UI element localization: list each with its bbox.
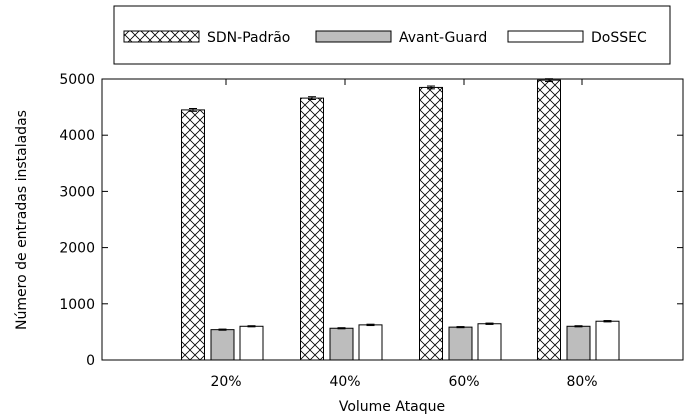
- x-axis: 20% 40% 60% 80%: [210, 79, 598, 390]
- plot-frame: [101, 78, 684, 361]
- y-tick-label: 0: [86, 353, 95, 369]
- x-tick-label: 80%: [566, 374, 597, 390]
- x-axis-label: Volume Ataque: [339, 399, 445, 415]
- bar-1: [210, 329, 235, 361]
- bar-2: [477, 323, 502, 361]
- x-tick-label: 20%: [210, 374, 241, 390]
- legend: SDN-Padrão Avant-Guard DoSSEC: [113, 5, 671, 65]
- legend-swatch-2: [507, 30, 584, 43]
- legend-label: SDN-Padrão: [207, 30, 290, 46]
- bar-0: [181, 109, 205, 361]
- y-tick-label: 1000: [59, 297, 95, 313]
- y-axis: 0 1000 2000 3000 4000 5000: [59, 72, 683, 369]
- bar-2: [358, 324, 383, 361]
- bar-2: [239, 325, 264, 361]
- bar-1: [329, 327, 354, 361]
- bar-2: [595, 320, 620, 361]
- y-axis-label: Número de entradas instaladas: [14, 110, 30, 330]
- bar-1: [448, 326, 473, 361]
- y-tick-label: 4000: [59, 128, 95, 144]
- y-tick-label: 2000: [59, 241, 95, 257]
- bars: [181, 78, 620, 361]
- bar-0: [537, 79, 561, 361]
- y-tick-label: 5000: [59, 72, 95, 88]
- legend-swatch-0: [123, 30, 200, 43]
- bar-0: [300, 97, 324, 361]
- y-tick-label: 3000: [59, 184, 95, 200]
- bar-0: [419, 86, 443, 361]
- x-tick-label: 60%: [448, 374, 479, 390]
- legend-label: DoSSEC: [591, 30, 647, 46]
- legend-swatch-1: [315, 30, 392, 43]
- x-tick-label: 40%: [329, 374, 360, 390]
- legend-label: Avant-Guard: [399, 30, 487, 46]
- bar-1: [566, 325, 591, 361]
